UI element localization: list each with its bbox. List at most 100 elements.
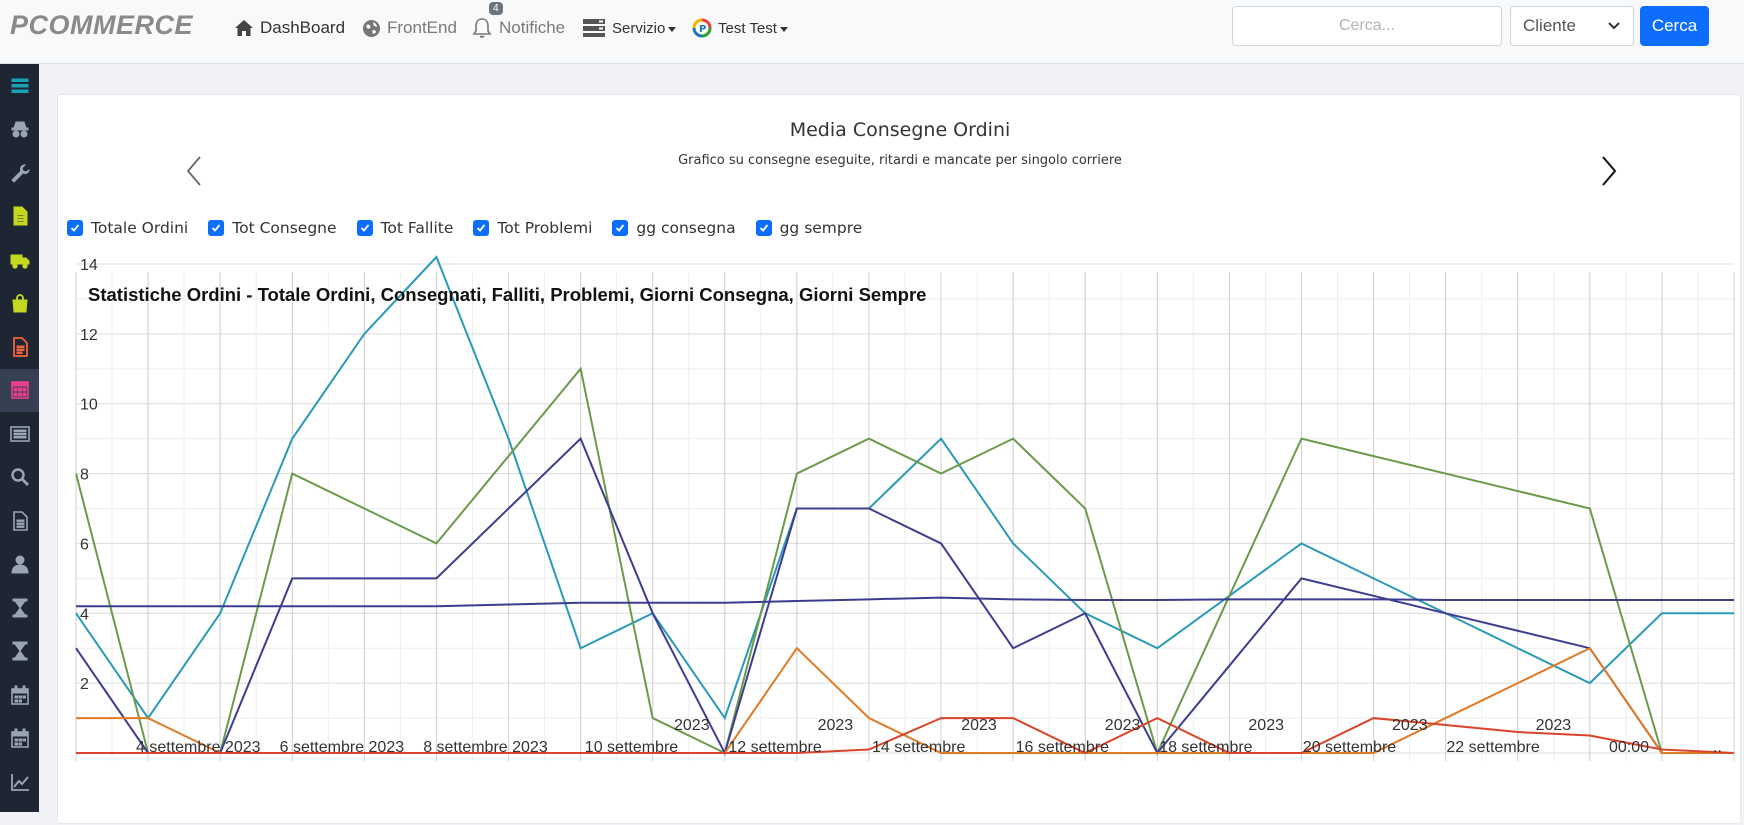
card-subtitle: Grafico su consegne eseguite, ritardi e … (678, 153, 1122, 168)
sidebar-item-calendar[interactable] (0, 717, 39, 760)
sidebar-item-trend-chart[interactable] (0, 760, 39, 803)
x-tick-label: 00:00 (1609, 739, 1649, 756)
y-tick-label: 14 (80, 257, 98, 274)
y-tick-label: 6 (80, 536, 89, 553)
x-tick-year-label: 2023 (1392, 717, 1428, 734)
x-tick-year-label: 2023 (1536, 717, 1572, 734)
filter-tot-problemi[interactable]: Tot Problemi (473, 219, 592, 237)
sidebar-item-hourglass[interactable] (0, 586, 39, 629)
nav-dashboard[interactable]: DashBoard (234, 16, 345, 40)
search-button[interactable]: Cerca (1640, 6, 1709, 46)
globe-icon (362, 19, 381, 37)
chevron-right-icon[interactable] (1593, 153, 1623, 189)
svg-text:P: P (699, 24, 706, 35)
sidebar (0, 64, 39, 812)
sidebar-item-truck[interactable] (0, 238, 39, 281)
filter-label: Totale Ordini (91, 219, 189, 237)
x-tick-year-label: 2023 (674, 717, 710, 734)
y-tick-label: 2 (80, 676, 89, 693)
sidebar-item-wrench[interactable] (0, 151, 39, 194)
sidebar-item-file-text[interactable] (0, 499, 39, 542)
nav-frontend-label: FrontEnd (387, 18, 457, 37)
wrench-icon (10, 164, 30, 183)
filter-label: Tot Fallite (380, 219, 454, 237)
checkbox-checked-icon[interactable] (473, 220, 490, 236)
orders-line-chart: 2 4 6 8 10 12 14 4 settembre 2023 6 settembre 20… (75, 255, 1735, 761)
file-icon (12, 336, 28, 357)
x-tick-label: 12 settembre (728, 739, 821, 756)
series-line-2 (75, 366, 1734, 756)
y-tick-label: 12 (80, 327, 98, 344)
sidebar-item-hourglass[interactable] (0, 630, 39, 673)
x-tick-label: 16 settembre (1016, 739, 1109, 756)
series-line-6 (76, 716, 1735, 755)
x-tick-label: 14 settembre (872, 739, 965, 756)
x-tick-label: 6 settembre 2023 (280, 739, 405, 756)
chevron-down-icon (668, 26, 677, 32)
chevron-down-icon (779, 26, 788, 32)
x-tick-label: 10 settembre (585, 739, 678, 756)
nav-notifiche-label: Notifiche (499, 18, 566, 37)
sidebar-item-list[interactable] (0, 412, 39, 455)
series-filters: Totale Ordini Tot Consegne Tot Fallite T… (67, 219, 882, 237)
checkbox-checked-icon[interactable] (356, 220, 373, 236)
menu-icon (11, 78, 28, 93)
sidebar-item-menu[interactable] (0, 64, 39, 107)
incognito-icon (11, 121, 28, 138)
hourglass-icon (12, 598, 27, 617)
calendar-icon (10, 728, 29, 748)
filter-totale-ordini[interactable]: Totale Ordini (67, 219, 188, 237)
sidebar-item-document[interactable] (0, 195, 39, 238)
nav-user-dropdown[interactable]: P Test Test (692, 16, 788, 40)
card-title: Media Consegne Ordini (789, 119, 1011, 141)
search-input[interactable] (1232, 6, 1502, 46)
search-scope-select[interactable]: Cliente (1510, 6, 1634, 46)
x-tick-label: 22 settembre (1446, 739, 1539, 756)
sidebar-item-file[interactable] (0, 325, 39, 368)
brand-logo[interactable]: PCOMMERCE (10, 10, 194, 40)
nav-frontend[interactable]: FrontEnd (362, 16, 457, 40)
chevron-down-icon (1608, 22, 1620, 30)
filter-gg-consegna[interactable]: gg consegna (612, 219, 736, 237)
sidebar-item-shopping-bag[interactable] (0, 282, 39, 325)
y-tick-label: 8 (80, 467, 89, 484)
calculator-icon (10, 381, 29, 399)
filter-tot-consegne[interactable]: Tot Consegne (208, 219, 337, 237)
truck-icon (10, 254, 29, 269)
checkbox-checked-icon[interactable] (755, 220, 772, 236)
file-text-icon (12, 510, 28, 531)
checkbox-checked-icon[interactable] (612, 220, 629, 236)
list-icon (9, 425, 30, 442)
search-icon (10, 468, 29, 486)
y-tick-label: 10 (80, 397, 98, 414)
sidebar-item-calculator[interactable] (0, 368, 39, 412)
search-scope-value: Cliente (1523, 16, 1576, 35)
trend-chart-icon (10, 773, 29, 791)
y-tick-label: 4 (80, 606, 89, 623)
sidebar-item-user[interactable] (0, 543, 39, 586)
x-tick-label: 18 settembre (1159, 739, 1252, 756)
sidebar-item-incognito[interactable] (0, 108, 39, 151)
nav-notifiche[interactable]: 4 Notifiche (471, 2, 566, 40)
hourglass-icon (12, 641, 27, 661)
x-tick-year-label: 2023 (818, 717, 854, 734)
nav-servizio-dropdown[interactable]: Servizio (582, 16, 677, 40)
x-tick-year-label: 2023 (1248, 717, 1284, 734)
filter-label: gg consegna (636, 219, 736, 237)
x-tick-year-label: 2023 (961, 717, 997, 734)
sidebar-item-calendar[interactable] (0, 673, 39, 716)
x-tick-label: 20 settembre (1303, 739, 1396, 756)
home-icon (235, 20, 253, 36)
series-line-3 (75, 436, 1734, 756)
user-logo-icon: P (692, 18, 712, 38)
chevron-left-icon[interactable] (180, 153, 210, 189)
series-line-1 (75, 255, 1734, 721)
filter-gg-sempre[interactable]: gg sempre (755, 219, 862, 237)
x-tick-label: 4 settembre 2023 (136, 739, 261, 756)
sidebar-item-search[interactable] (0, 456, 39, 499)
filter-tot-fallite[interactable]: Tot Fallite (356, 219, 454, 237)
checkbox-checked-icon[interactable] (67, 220, 83, 236)
calendar-icon (10, 685, 29, 705)
checkbox-checked-icon[interactable] (208, 220, 225, 236)
chart-card: Media Consegne Ordini Grafico su consegn… (57, 94, 1741, 824)
